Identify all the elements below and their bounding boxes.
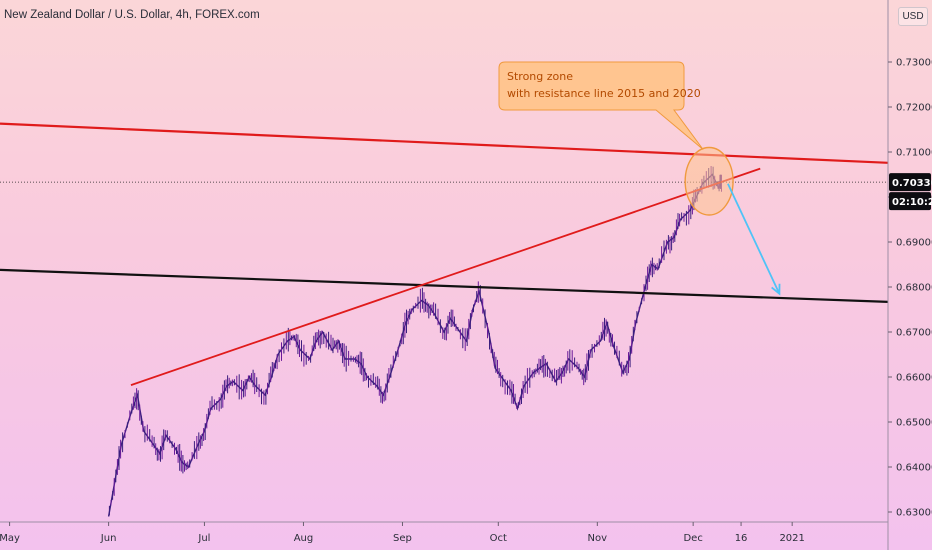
time-tick-label: Dec (683, 533, 702, 544)
projection-arrow-shaft (727, 183, 781, 295)
time-tick-label: 16 (735, 533, 748, 544)
rising-trendline[interactable] (130, 167, 761, 386)
time-tick-label: Oct (490, 533, 507, 544)
time-tick-label: 2021 (779, 533, 804, 544)
time-tick-label: Sep (393, 533, 412, 544)
annotation-line-1: Strong zone (507, 70, 573, 83)
candle-countdown-label: 02:10:22 (889, 192, 932, 211)
currency-unit-badge[interactable]: USD (898, 7, 928, 26)
time-tick-label: Jun (100, 533, 117, 544)
chart-title: New Zealand Dollar / U.S. Dollar, 4h, FO… (4, 9, 260, 21)
projection-arrow[interactable] (727, 183, 781, 296)
time-tick-label: Jul (197, 533, 210, 544)
time-tick-label: Nov (588, 533, 608, 544)
price-series-layer (107, 166, 723, 517)
time-axis[interactable]: May Jun Jul Aug Sep Oct Nov Dec 16 2021 (0, 521, 888, 544)
candle-countdown-text: 02:10:22 (892, 197, 932, 208)
resistance-trendline[interactable] (0, 122, 889, 164)
highlight-zone-circle[interactable] (684, 146, 734, 216)
annotation-callout-shape (498, 61, 704, 150)
projection-arrow-head (771, 283, 781, 296)
time-tick-label: May (0, 533, 20, 544)
support-trendline[interactable] (0, 268, 889, 303)
annotation-line-2: with resistance line 2015 and 2020 (507, 87, 701, 100)
annotation-note[interactable]: Strong zone with resistance line 2015 an… (498, 61, 704, 150)
time-tick-label: Aug (294, 533, 314, 544)
price-tick-label: 0.73000 (896, 58, 932, 69)
price-close-line (107, 173, 723, 517)
